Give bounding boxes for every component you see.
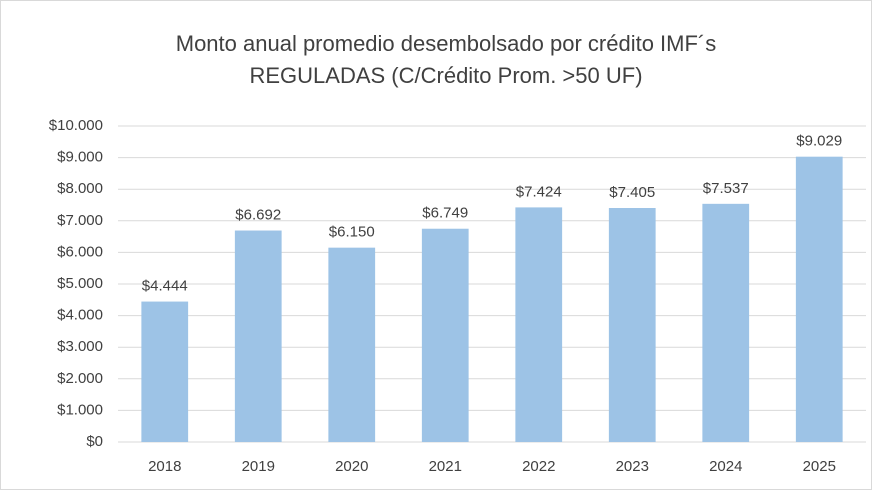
x-tick-label: 2018: [148, 458, 181, 475]
data-label: $7.537: [703, 180, 749, 197]
bar: [141, 301, 189, 442]
bar: [328, 247, 376, 442]
y-tick-label: $0: [86, 433, 103, 450]
y-tick-label: $3.000: [57, 338, 103, 355]
x-tick-label: 2022: [522, 458, 555, 475]
data-label: $7.424: [516, 183, 562, 200]
y-tick-label: $5.000: [57, 275, 103, 292]
y-tick-label: $2.000: [57, 370, 103, 387]
data-label: $7.405: [609, 184, 655, 201]
x-tick-label: 2024: [709, 458, 742, 475]
x-tick-label: 2023: [616, 458, 649, 475]
x-tick-label: 2025: [803, 458, 836, 475]
data-label: $6.692: [235, 207, 281, 224]
bar: [795, 156, 843, 442]
x-tick-label: 2021: [429, 458, 462, 475]
data-label: $6.150: [329, 224, 375, 241]
data-label: $4.444: [142, 278, 188, 295]
y-tick-label: $4.000: [57, 307, 103, 324]
y-tick-label: $10.000: [49, 117, 103, 134]
chart-title: Monto anual promedio desembolsado por cr…: [176, 31, 717, 56]
data-label: $9.029: [796, 133, 842, 150]
y-tick-label: $1.000: [57, 401, 103, 418]
y-tick-label: $6.000: [57, 243, 103, 260]
y-tick-label: $8.000: [57, 180, 103, 197]
bar: [702, 203, 750, 442]
y-tick-label: $9.000: [57, 149, 103, 166]
bar: [608, 208, 656, 442]
x-tick-label: 2020: [335, 458, 368, 475]
bar: [515, 207, 563, 442]
data-label: $6.749: [422, 205, 468, 222]
y-tick-label: $7.000: [57, 212, 103, 229]
chart-title: REGULADAS (C/Crédito Prom. >50 UF): [249, 63, 642, 88]
bar: [234, 230, 282, 442]
x-tick-label: 2019: [242, 458, 275, 475]
bar: [421, 228, 469, 442]
